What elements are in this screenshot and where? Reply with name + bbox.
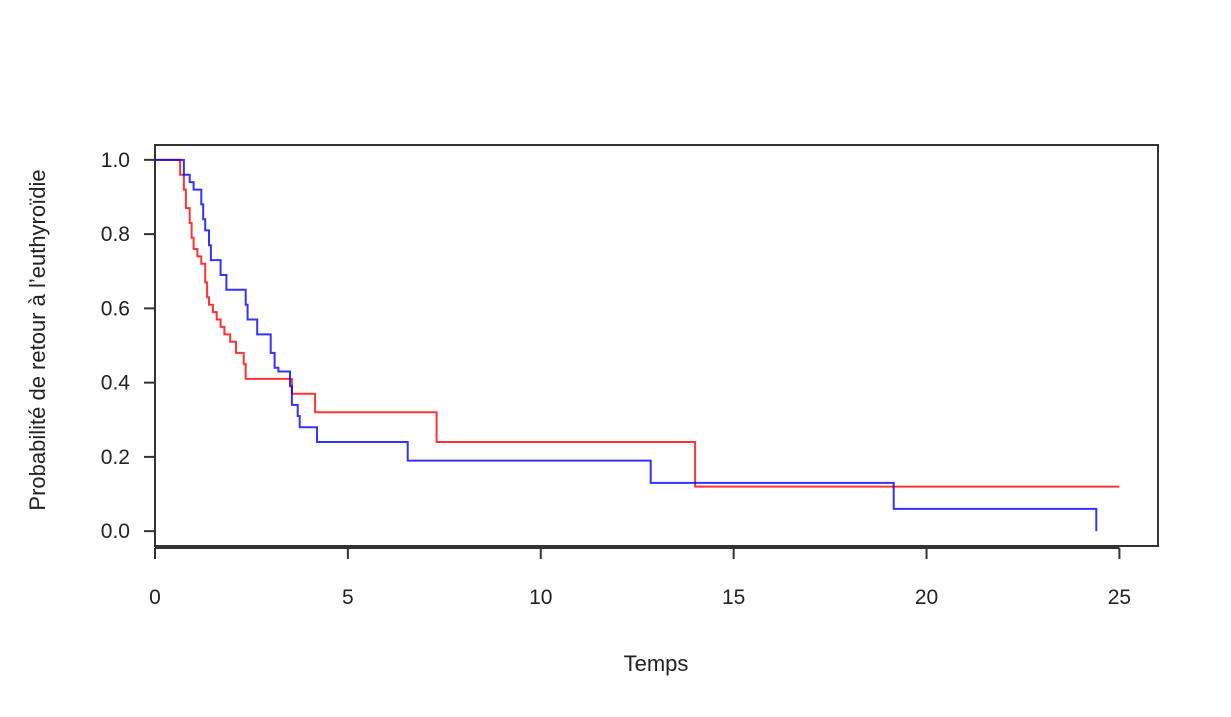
x-tick-label: 25: [1108, 586, 1131, 609]
x-tick-label: 20: [915, 586, 938, 609]
y-tick-label: 0.2: [101, 446, 130, 469]
x-tick-label: 0: [149, 586, 161, 609]
y-tick-label: 0.8: [101, 223, 130, 246]
survival-curve-2: [155, 158, 1098, 532]
x-axis: 0 5 10 15 20 25: [149, 547, 1131, 609]
y-tick-label: 0.4: [101, 372, 131, 395]
series-layer: [155, 158, 1120, 532]
y-tick-label: 0.6: [101, 297, 130, 320]
y-tick-label: 0.0: [101, 520, 130, 543]
y-axis-title: Probabilité de retour à l’euthyroïdie: [25, 169, 50, 510]
y-axis: 0.0 0.2 0.4 0.6 0.8 1.0: [101, 149, 156, 543]
x-tick-label: 5: [342, 586, 354, 609]
survival-curve-1: [155, 158, 1120, 488]
x-axis-title: Temps: [624, 651, 689, 676]
x-tick-label: 15: [722, 586, 745, 609]
x-tick-label: 10: [529, 586, 552, 609]
y-tick-label: 1.0: [101, 149, 130, 172]
